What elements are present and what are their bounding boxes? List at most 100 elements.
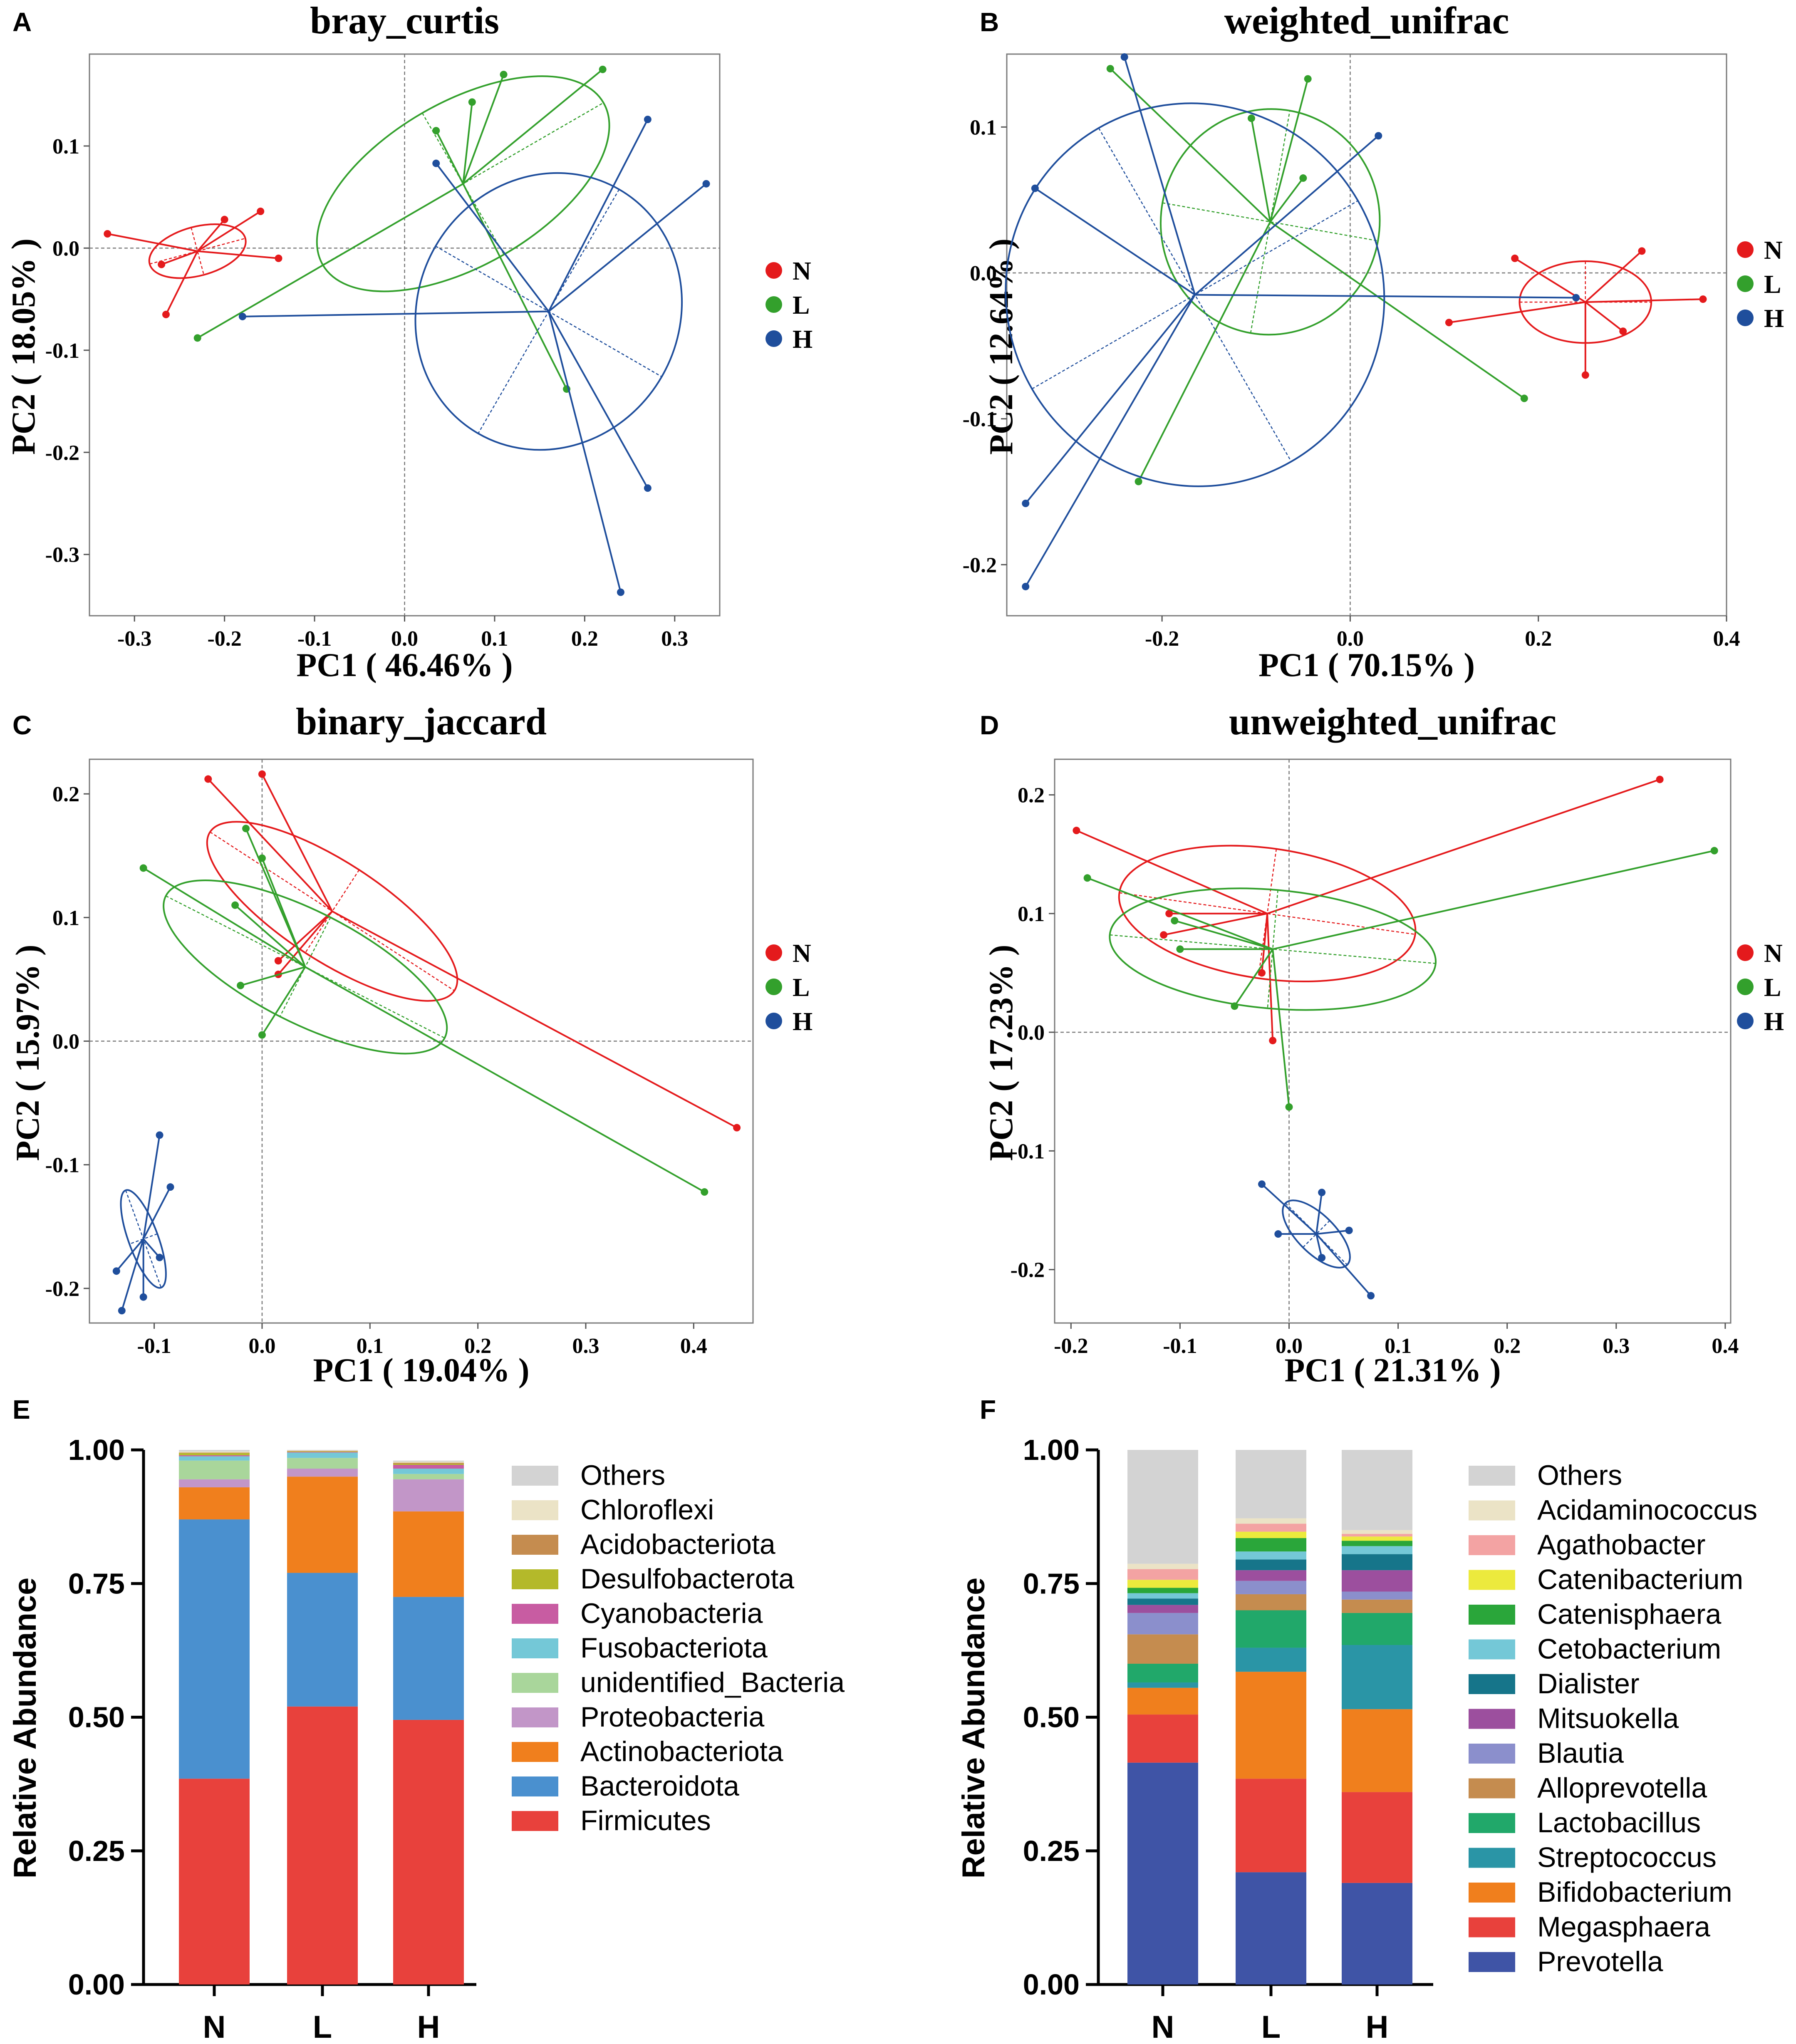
bar-segment-Others: [1342, 1450, 1412, 1530]
spoke-line: [1315, 1234, 1323, 1258]
sample-point: [1269, 1037, 1277, 1045]
series-H: [238, 116, 710, 596]
sample-point: [112, 1267, 120, 1275]
sample-point: [599, 65, 607, 73]
bar-segment-Desulfobacterota: [179, 1453, 250, 1455]
bar-segment-Acidaminococcus: [1236, 1518, 1306, 1524]
bar-stack-H: [393, 1460, 464, 1985]
bar-segment-Catenisphaera: [1342, 1541, 1412, 1546]
sample-point: [238, 312, 246, 320]
sample-point: [156, 1131, 163, 1139]
bar-segment-Acidaminococcus: [1127, 1563, 1198, 1569]
y-tick-label: -0.2: [963, 553, 997, 577]
bar-segment-Proteobacteria: [179, 1479, 250, 1487]
spoke-line: [1315, 1233, 1372, 1296]
bar-segment-Chloroflexi: [179, 1451, 250, 1453]
bar-segment-Lactobacillus: [1342, 1613, 1412, 1645]
x-tick-label: 0.3: [1603, 1334, 1630, 1358]
sample-point: [1274, 1230, 1282, 1238]
legend: NLH: [1737, 236, 1784, 333]
series-L: [193, 65, 610, 393]
x-tick-label: 0.4: [1712, 1334, 1739, 1358]
bar-segment-unidentified_Bacteria: [393, 1474, 464, 1479]
x-tick-label-H: H: [417, 2009, 440, 2044]
spoke-line: [332, 910, 738, 1129]
x-tick-label: -0.2: [207, 627, 241, 651]
legend-marker-H: [765, 330, 782, 347]
sample-point: [162, 310, 170, 318]
sample-point: [1285, 1103, 1293, 1111]
bar-segment-Bacteroidota: [287, 1573, 358, 1707]
legend-swatch-Others: [1469, 1466, 1515, 1486]
chart-title: unweighted_unifrac: [1229, 700, 1556, 743]
spoke-line: [435, 163, 550, 312]
bar-segment-Blautia: [1342, 1591, 1412, 1600]
chart-title: weighted_unifrac: [1224, 0, 1509, 42]
panel-label: D: [980, 710, 999, 740]
series-H: [1258, 1180, 1375, 1300]
y-tick-label: -0.1: [45, 339, 79, 363]
x-axis-label: PC1 ( 46.46% ): [297, 647, 513, 684]
sample-point: [193, 334, 201, 342]
panel-label: C: [12, 710, 32, 740]
legend-marker-L: [1737, 275, 1754, 292]
legend-swatch-Actinobacteriota: [512, 1742, 558, 1762]
bar-segment-Bacteroidota: [393, 1597, 464, 1720]
legend-swatch-Chloroflexi: [512, 1500, 558, 1520]
y-tick-label: 0.50: [1023, 1701, 1080, 1734]
legend-swatch-Bacteroidota: [512, 1776, 558, 1796]
bar-segment-Prevotella: [1236, 1872, 1306, 1985]
legend-label-L: L: [793, 974, 810, 1002]
legend-label-Catenibacterium: Catenibacterium: [1537, 1564, 1743, 1596]
bar-segment-Streptococcus: [1236, 1648, 1306, 1672]
spoke-line: [197, 250, 279, 259]
spoke-line: [207, 778, 333, 912]
chart-title: binary_jaccard: [296, 700, 547, 743]
bar-segment-Megasphaera: [1127, 1714, 1198, 1763]
legend-label-N: N: [793, 939, 811, 968]
sample-point: [139, 864, 147, 872]
legend-label-Dialister: Dialister: [1537, 1668, 1640, 1700]
x-tick-label-N: N: [1152, 2009, 1174, 2044]
chart-title: bray_curtis: [310, 0, 499, 42]
legend: NLH: [765, 939, 813, 1036]
sample-point: [220, 216, 228, 223]
bar-segment-Bifidobacterium: [1236, 1672, 1306, 1779]
x-tick-label: -0.1: [297, 627, 332, 651]
sample-point: [1258, 1180, 1266, 1188]
sample-point: [1699, 295, 1707, 303]
series-H: [1005, 53, 1580, 590]
x-tick-label: 0.2: [571, 627, 598, 651]
spoke-line: [1585, 250, 1642, 303]
legend-label-Blautia: Blautia: [1537, 1737, 1624, 1769]
legend-swatch-Mitsuokella: [1469, 1709, 1515, 1729]
legend-swatch-Alloprevotella: [1469, 1778, 1515, 1799]
spoke-line: [1163, 912, 1268, 936]
y-axis-label: PC2 ( 17.23% ): [983, 945, 1020, 1161]
legend-marker-N: [1737, 241, 1754, 258]
legend-marker-L: [765, 979, 782, 995]
bar-segment-Cyanobacteria: [393, 1464, 464, 1469]
sample-point: [1258, 969, 1266, 977]
legend-label-Proteobacteria: Proteobacteria: [580, 1701, 764, 1733]
legend-marker-H: [765, 1013, 782, 1029]
y-tick-label: 1.00: [68, 1434, 125, 1466]
bar-segment-Mitsuokella: [1342, 1570, 1412, 1592]
legend-label-Bifidobacterium: Bifidobacterium: [1537, 1876, 1732, 1908]
x-tick-label-H: H: [1366, 2009, 1389, 2044]
legend-label-Acidaminococcus: Acidaminococcus: [1537, 1494, 1757, 1526]
spoke-line: [547, 311, 622, 593]
sample-point: [274, 957, 282, 965]
legend-swatch-Cyanobacteria: [512, 1604, 558, 1624]
legend-label-L: L: [1764, 270, 1781, 299]
bar-segment-Chloroflexi: [287, 1450, 358, 1451]
spoke-line: [1234, 949, 1273, 1007]
bar-segment-Alloprevotella: [1127, 1634, 1198, 1664]
bar-segment-Proteobacteria: [393, 1479, 464, 1511]
spoke-line: [240, 966, 306, 986]
sample-point: [432, 127, 440, 135]
sample-point: [1710, 847, 1718, 855]
sample-point: [1375, 132, 1382, 140]
spoke-line: [143, 1238, 161, 1258]
legend-label-Alloprevotella: Alloprevotella: [1537, 1772, 1707, 1804]
